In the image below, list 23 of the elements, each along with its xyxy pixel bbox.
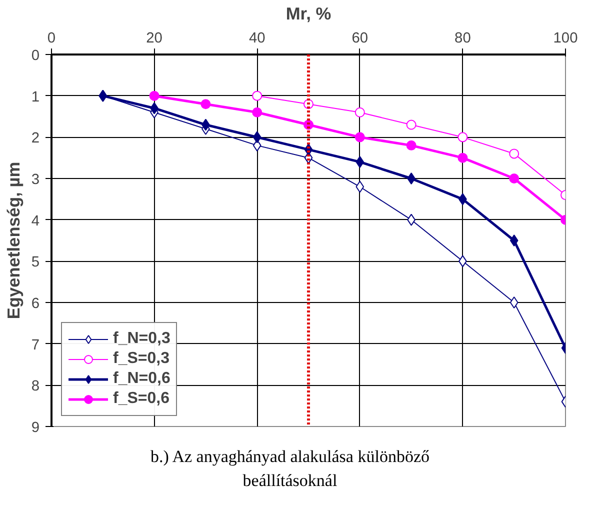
y-tick-label: 0 <box>31 48 40 64</box>
y-tick-label: 6 <box>31 296 40 312</box>
y-tick-label: 7 <box>31 337 40 354</box>
y-tick-label: 5 <box>31 254 40 271</box>
y-axis-title: Egyenetlenség, µm <box>3 162 24 320</box>
y-tick-label: 3 <box>31 172 40 188</box>
legend-label: f_N=0,6 <box>113 370 170 388</box>
text: b.) Az anyaghányad alakulása különböző beállításoknál <box>150 446 430 492</box>
y-tick-label: 4 <box>31 213 40 230</box>
x-tick-label: 100 <box>553 30 578 46</box>
legend-label: f_S=0,6 <box>113 390 170 408</box>
legend-label: f_S=0,3 <box>113 350 170 368</box>
y-tick-label: 2 <box>31 130 40 147</box>
y-tick-label: 9 <box>31 420 40 436</box>
x-tick-label: 60 <box>352 30 368 46</box>
y-tick-label: 8 <box>31 378 40 395</box>
x-axis-title: Mr, % <box>286 4 332 24</box>
x-tick-label: 0 <box>47 30 56 46</box>
legend-label: f_N=0,3 <box>113 330 170 348</box>
y-tick-label: 1 <box>31 89 40 106</box>
x-tick-label: 40 <box>248 30 266 46</box>
x-tick-label: 80 <box>454 30 471 46</box>
x-tick-label: 20 <box>146 30 162 46</box>
